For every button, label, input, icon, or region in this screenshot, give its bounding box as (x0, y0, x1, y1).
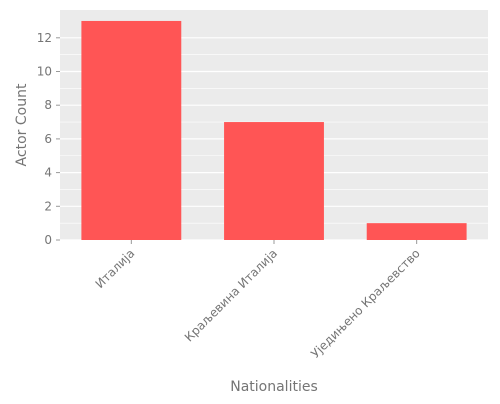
y-axis-ticks: 0 2 4 6 8 10 12 (37, 31, 60, 247)
x-tick-label: Уједињено Краљевство (308, 246, 423, 361)
bars (81, 20, 467, 241)
x-tick-label: Италија (93, 246, 138, 291)
x-axis-label: Nationalities (230, 379, 318, 395)
y-tick-label: 8 (44, 98, 52, 112)
bar (81, 20, 182, 241)
y-tick-label: 0 (44, 233, 52, 247)
y-tick-label: 2 (44, 199, 52, 213)
y-tick-label: 4 (44, 166, 52, 180)
x-axis-ticks: Италија Краљевина Италија Уједињено Краљев… (93, 240, 423, 361)
y-tick-label: 10 (37, 65, 52, 79)
y-tick-label: 12 (37, 31, 52, 45)
x-tick-label: Краљевина Италија (182, 246, 280, 344)
bar (224, 122, 324, 240)
y-axis-label: Actor Count (14, 83, 30, 166)
bar (366, 223, 467, 240)
y-tick-label: 6 (44, 132, 52, 146)
